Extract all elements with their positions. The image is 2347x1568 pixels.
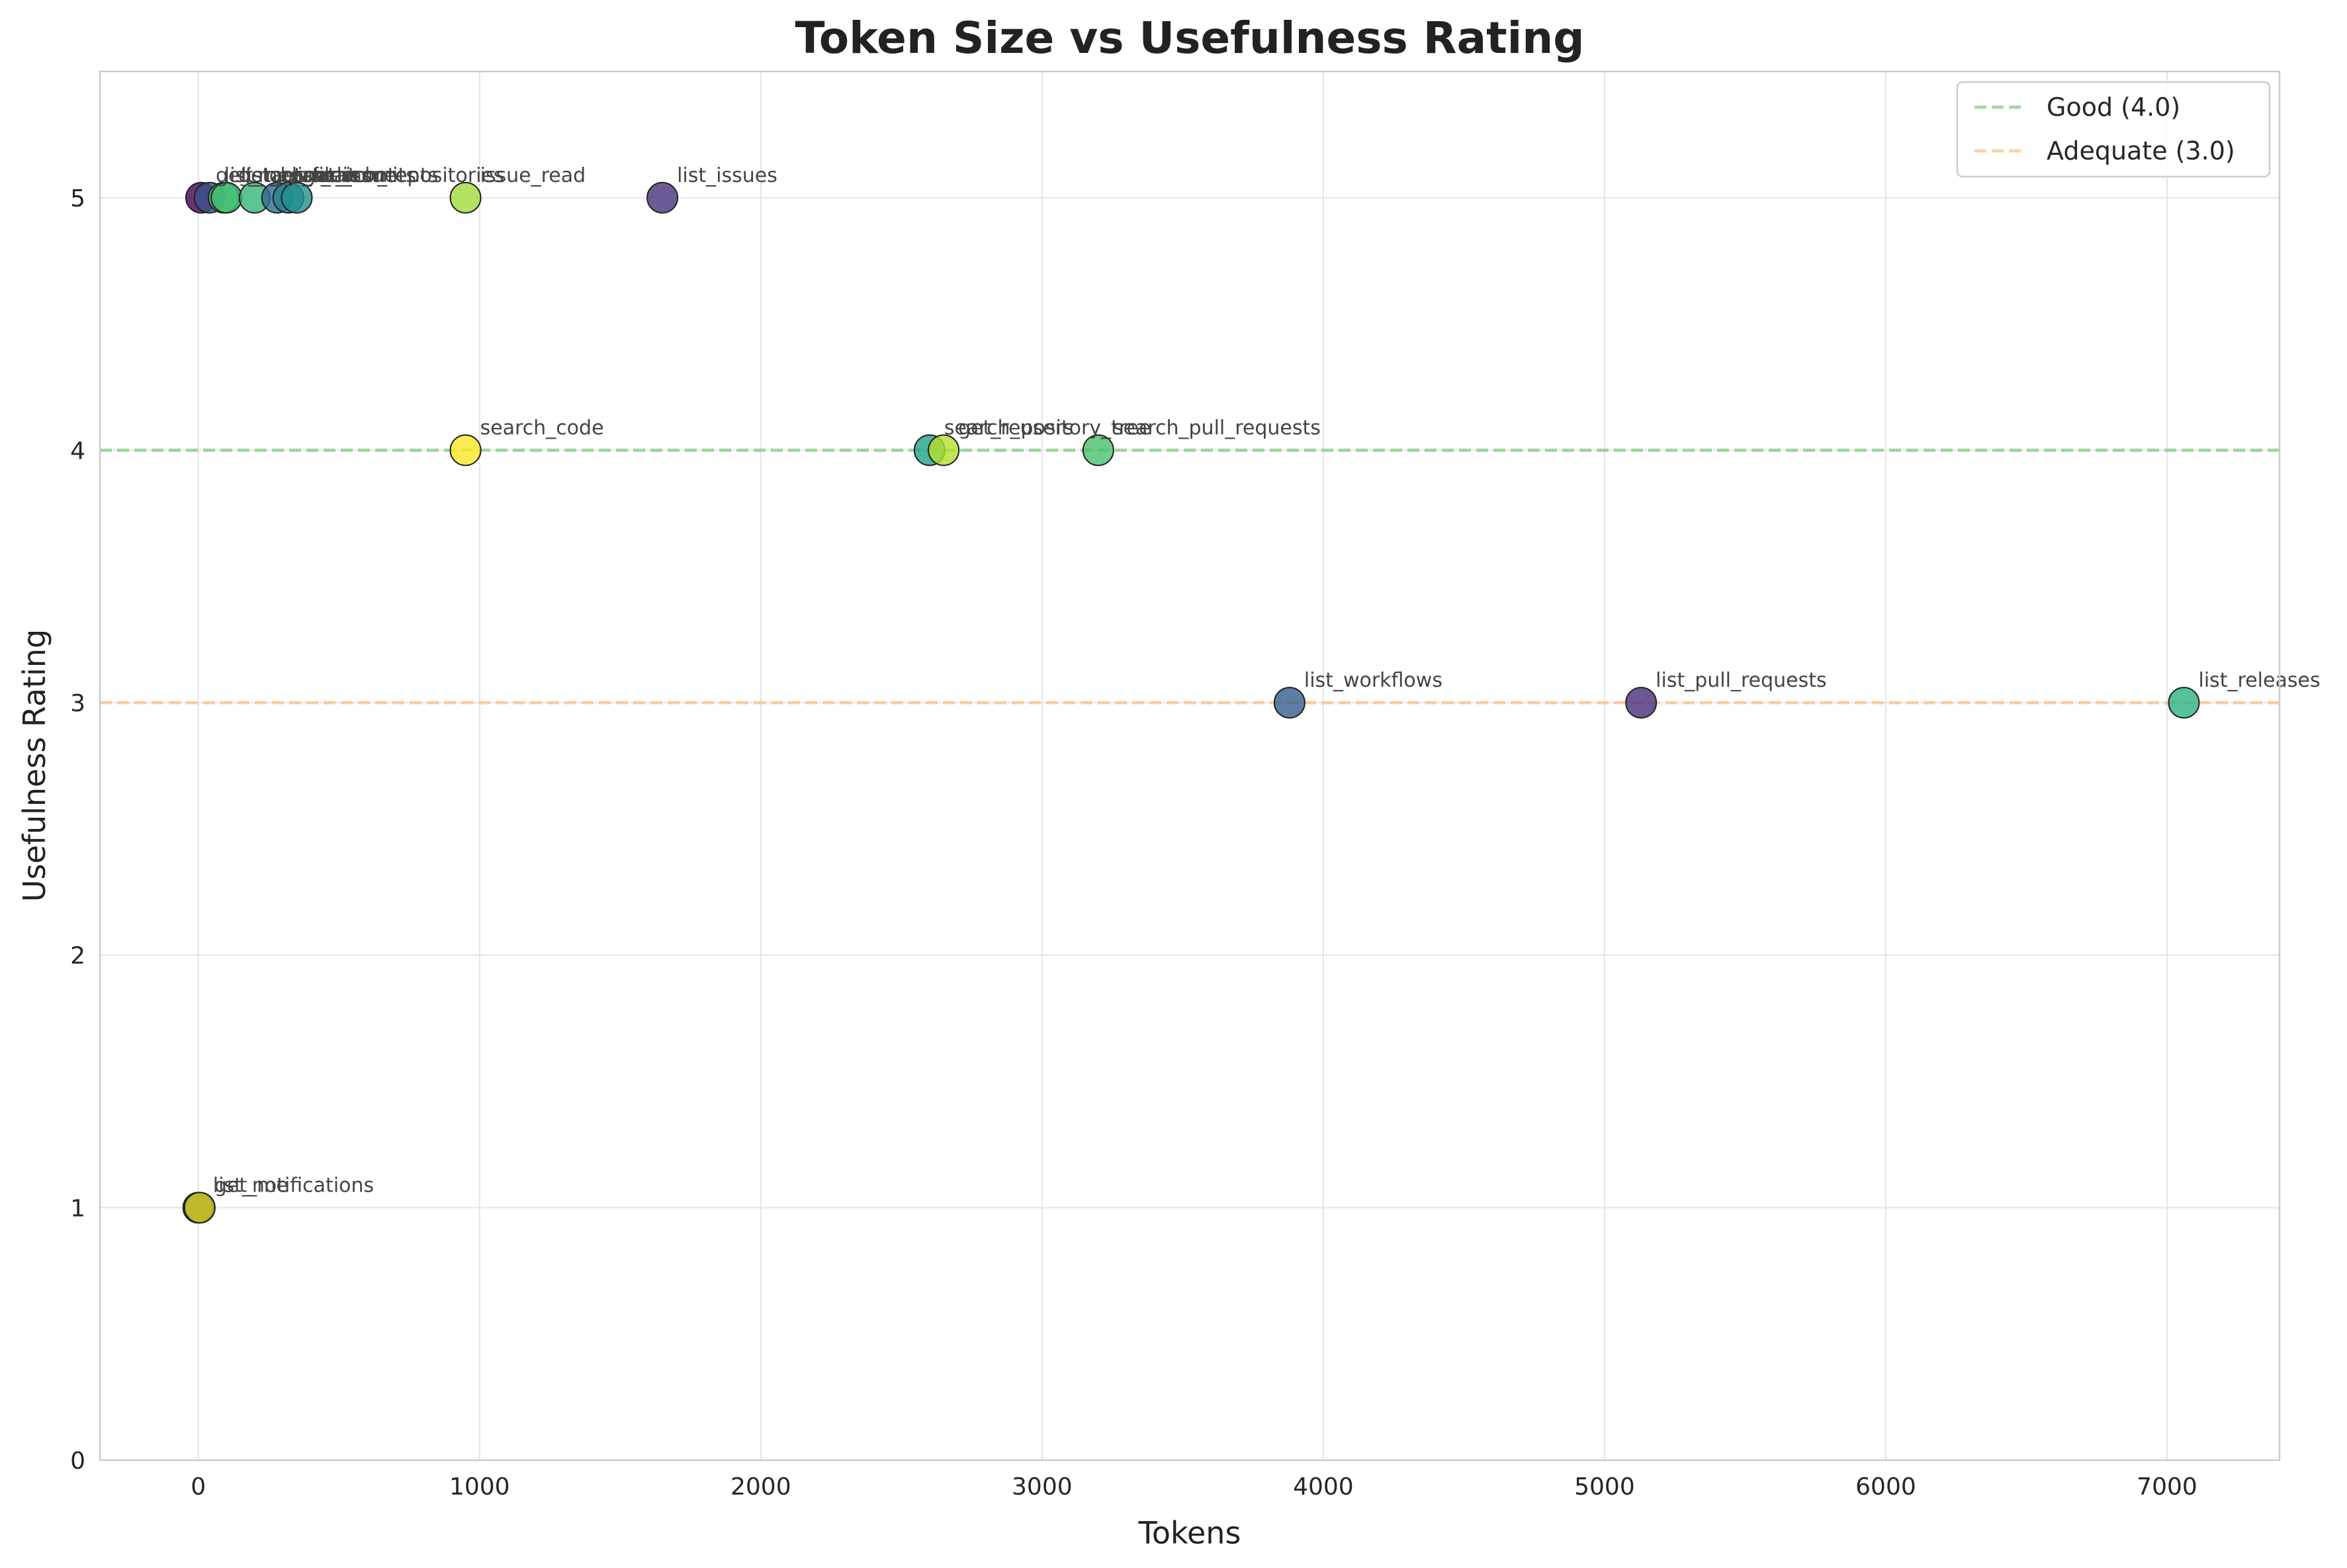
data-point: [1273, 687, 1306, 719]
point-label: list_branches: [241, 164, 371, 187]
x-tick-label: 5000: [1574, 1473, 1635, 1501]
point-label: list_workflows: [1304, 669, 1442, 692]
point-label: list_commits: [292, 164, 416, 187]
y-axis-label: Usefulness Rating: [17, 629, 52, 902]
point-labels: get_melist_tagsget_commitlist_branchesge…: [213, 164, 2321, 1198]
plot-area-frame: [99, 70, 2281, 1461]
y-tick-label: 2: [70, 943, 85, 970]
point-label: get_file_contents: [269, 164, 438, 187]
y-tick-label: 1: [70, 1195, 85, 1222]
x-tick-label: 2000: [731, 1473, 791, 1501]
point-label: list_tags: [224, 164, 306, 187]
x-axis-label: Tokens: [1138, 1515, 1241, 1551]
y-axis-ticks: 0 1 2 3 4 5: [70, 185, 85, 1475]
point-label: list_issues: [677, 164, 777, 187]
data-point: [449, 434, 482, 466]
point-label: get_me: [214, 1174, 288, 1197]
point-label: list_releases: [2198, 669, 2320, 692]
point-label: search_pull_requests: [1113, 416, 1321, 439]
point-label: search_users: [944, 416, 1074, 439]
point-label: list_notifications: [213, 1174, 374, 1197]
x-axis-ticks: 0 1000 2000 3000 4000 5000 6000 7000: [191, 1473, 2197, 1501]
data-points: [182, 181, 2200, 1224]
data-point: [1625, 687, 1658, 719]
point-label: get_me: [216, 164, 290, 187]
point-label: get_repository_tree: [958, 416, 1151, 439]
point-label: get_issue: [303, 164, 396, 187]
point-label: search_repositories: [312, 164, 504, 187]
point-label: search_code: [480, 416, 604, 439]
y-tick-label: 4: [70, 437, 85, 464]
chart-title: Token Size vs Usefulness Rating: [795, 13, 1584, 64]
legend-box: [1956, 81, 2271, 178]
data-point: [928, 434, 960, 466]
data-point: [646, 181, 679, 214]
y-tick-label: 3: [70, 690, 85, 717]
x-tick-label: 0: [191, 1473, 206, 1501]
data-point: [2168, 687, 2200, 719]
legend-entry-good: Good (4.0): [2047, 93, 2180, 122]
data-point: [281, 181, 313, 214]
point-label: list_pull_requests: [1656, 669, 1826, 692]
data-point: [183, 1192, 216, 1224]
x-tick-label: 7000: [2137, 1473, 2197, 1501]
point-label: get_commit: [238, 164, 356, 187]
x-tick-label: 6000: [1855, 1473, 1916, 1501]
y-tick-label: 0: [70, 1448, 85, 1475]
data-point: [1082, 434, 1114, 466]
legend: Good (4.0) Adequate (3.0): [1956, 81, 2271, 178]
data-point: [449, 181, 482, 214]
point-label: issue_read: [480, 164, 586, 187]
x-tick-label: 4000: [1293, 1473, 1354, 1501]
x-tick-label: 3000: [1012, 1473, 1073, 1501]
x-tick-label: 1000: [449, 1473, 510, 1501]
legend-entry-adequate: Adequate (3.0): [2047, 136, 2235, 165]
y-tick-label: 5: [70, 185, 85, 212]
